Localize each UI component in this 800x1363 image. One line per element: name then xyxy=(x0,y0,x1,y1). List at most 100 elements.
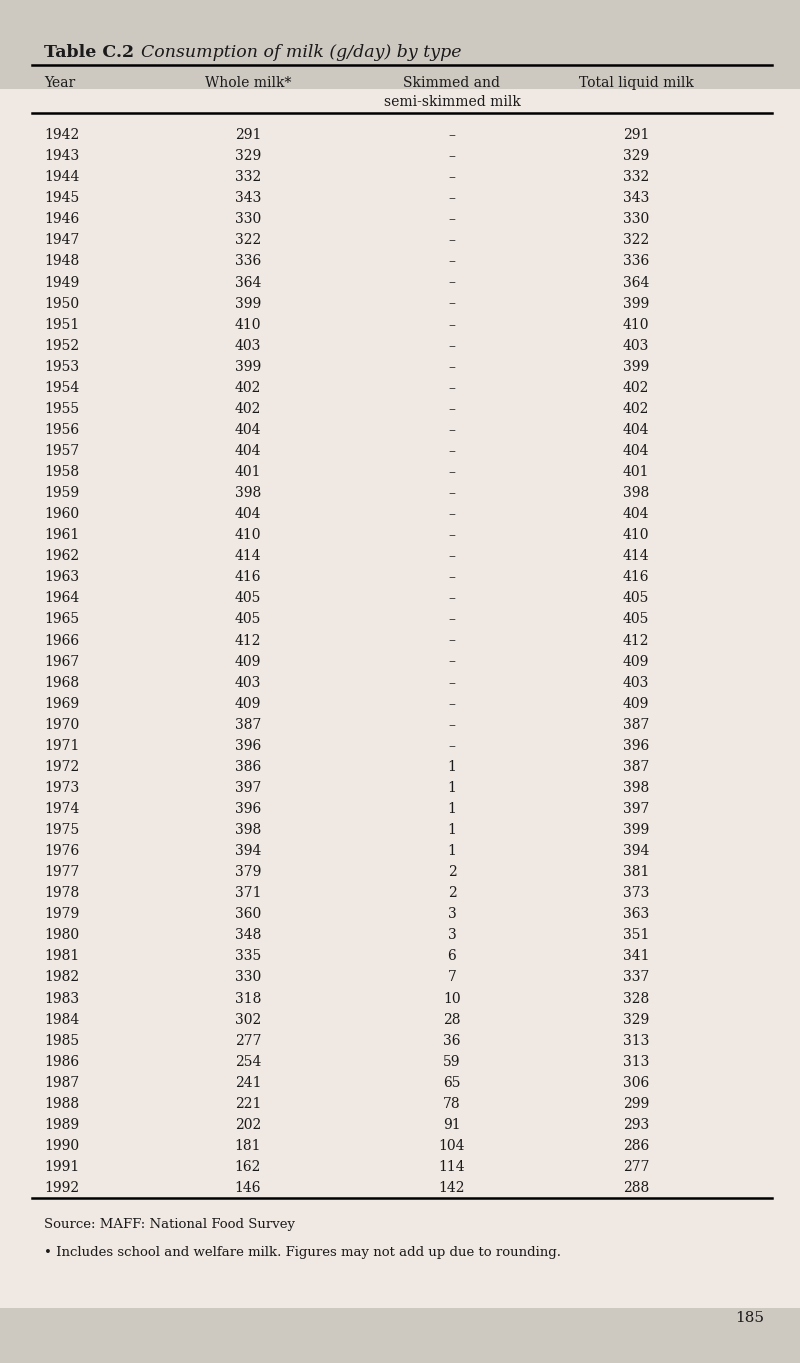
Text: 322: 322 xyxy=(623,233,649,248)
Text: 1965: 1965 xyxy=(44,612,79,627)
Text: 288: 288 xyxy=(623,1180,649,1195)
Text: 1952: 1952 xyxy=(44,338,79,353)
Text: 1984: 1984 xyxy=(44,1013,79,1026)
Text: 1: 1 xyxy=(447,781,457,795)
Text: 1951: 1951 xyxy=(44,318,79,331)
Text: –: – xyxy=(449,465,455,478)
Text: 416: 416 xyxy=(622,570,650,585)
Text: 241: 241 xyxy=(234,1075,262,1090)
Text: 114: 114 xyxy=(438,1160,466,1174)
Text: 1956: 1956 xyxy=(44,423,79,438)
Text: 1985: 1985 xyxy=(44,1033,79,1048)
Text: 1979: 1979 xyxy=(44,908,79,921)
Text: 1964: 1964 xyxy=(44,592,79,605)
Text: Total liquid milk: Total liquid milk xyxy=(578,76,694,90)
Text: 394: 394 xyxy=(235,844,261,859)
Text: 1943: 1943 xyxy=(44,149,79,164)
Text: 387: 387 xyxy=(623,718,649,732)
Text: 91: 91 xyxy=(443,1118,461,1131)
Text: 1989: 1989 xyxy=(44,1118,79,1131)
Text: 394: 394 xyxy=(623,844,649,859)
Text: 1960: 1960 xyxy=(44,507,79,521)
Text: 1948: 1948 xyxy=(44,255,79,269)
Text: 336: 336 xyxy=(235,255,261,269)
Text: 398: 398 xyxy=(235,823,261,837)
Text: –: – xyxy=(449,592,455,605)
Text: 397: 397 xyxy=(235,781,261,795)
Text: 403: 403 xyxy=(235,676,261,690)
Text: 65: 65 xyxy=(443,1075,461,1090)
Text: 1988: 1988 xyxy=(44,1097,79,1111)
Text: 286: 286 xyxy=(623,1139,649,1153)
Text: 1970: 1970 xyxy=(44,718,79,732)
Text: 104: 104 xyxy=(438,1139,466,1153)
Text: 396: 396 xyxy=(235,739,261,752)
Text: 387: 387 xyxy=(623,759,649,774)
Text: 10: 10 xyxy=(443,991,461,1006)
Text: 1978: 1978 xyxy=(44,886,79,900)
Text: 2: 2 xyxy=(448,866,456,879)
Text: Source: MAFF: National Food Survey: Source: MAFF: National Food Survey xyxy=(44,1219,295,1231)
Text: 1973: 1973 xyxy=(44,781,79,795)
Text: 221: 221 xyxy=(235,1097,261,1111)
Text: 337: 337 xyxy=(623,970,649,984)
Text: 1946: 1946 xyxy=(44,213,79,226)
Text: 399: 399 xyxy=(623,360,649,373)
Text: 1957: 1957 xyxy=(44,444,79,458)
Text: 403: 403 xyxy=(623,676,649,690)
Text: –: – xyxy=(449,444,455,458)
Text: 379: 379 xyxy=(235,866,261,879)
Text: 401: 401 xyxy=(234,465,262,478)
Text: 402: 402 xyxy=(623,380,649,395)
Text: –: – xyxy=(449,338,455,353)
Text: 254: 254 xyxy=(235,1055,261,1069)
Text: –: – xyxy=(449,739,455,752)
Text: 405: 405 xyxy=(623,592,649,605)
Text: 404: 404 xyxy=(234,507,262,521)
Text: 364: 364 xyxy=(235,275,261,289)
Text: 410: 410 xyxy=(622,529,650,542)
Text: 1967: 1967 xyxy=(44,654,79,669)
Text: 335: 335 xyxy=(235,950,261,964)
Text: 332: 332 xyxy=(235,170,261,184)
Text: 330: 330 xyxy=(235,970,261,984)
Text: –: – xyxy=(449,696,455,710)
Text: 1974: 1974 xyxy=(44,801,79,816)
Text: 404: 404 xyxy=(234,444,262,458)
Text: –: – xyxy=(449,380,455,395)
Text: 299: 299 xyxy=(623,1097,649,1111)
Text: 336: 336 xyxy=(623,255,649,269)
Text: 277: 277 xyxy=(622,1160,650,1174)
Text: 409: 409 xyxy=(235,696,261,710)
Text: 277: 277 xyxy=(234,1033,262,1048)
Text: 1962: 1962 xyxy=(44,549,79,563)
Text: 313: 313 xyxy=(623,1033,649,1048)
Text: Whole milk*: Whole milk* xyxy=(205,76,291,90)
Text: 313: 313 xyxy=(623,1055,649,1069)
Text: 78: 78 xyxy=(443,1097,461,1111)
Text: 3: 3 xyxy=(448,908,456,921)
Text: 3: 3 xyxy=(448,928,456,942)
Text: 399: 399 xyxy=(623,823,649,837)
Text: 146: 146 xyxy=(234,1180,262,1195)
Text: 1945: 1945 xyxy=(44,191,79,206)
Text: 405: 405 xyxy=(235,592,261,605)
Text: 1992: 1992 xyxy=(44,1180,79,1195)
Text: 396: 396 xyxy=(623,739,649,752)
Text: –: – xyxy=(449,128,455,142)
Text: 1942: 1942 xyxy=(44,128,79,142)
Text: Skimmed and: Skimmed and xyxy=(403,76,501,90)
Text: 328: 328 xyxy=(623,991,649,1006)
Text: Consumption of milk (g/day) by type: Consumption of milk (g/day) by type xyxy=(130,44,462,60)
Text: 404: 404 xyxy=(234,423,262,438)
Text: 402: 402 xyxy=(623,402,649,416)
Text: 414: 414 xyxy=(234,549,262,563)
Text: 399: 399 xyxy=(235,360,261,373)
Text: 1944: 1944 xyxy=(44,170,79,184)
Text: 181: 181 xyxy=(234,1139,262,1153)
Text: 329: 329 xyxy=(623,149,649,164)
Text: –: – xyxy=(449,149,455,164)
Text: 1959: 1959 xyxy=(44,487,79,500)
Text: 381: 381 xyxy=(623,866,649,879)
Text: 1: 1 xyxy=(447,823,457,837)
